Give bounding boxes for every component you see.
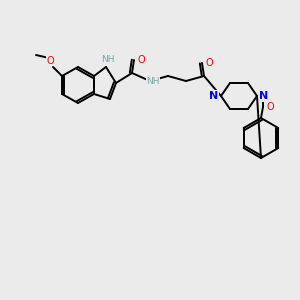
- Text: NH: NH: [146, 77, 160, 86]
- Text: O: O: [46, 56, 54, 66]
- Text: NH: NH: [101, 56, 115, 64]
- Text: O: O: [205, 58, 213, 68]
- Text: O: O: [266, 102, 274, 112]
- Text: N: N: [209, 91, 219, 101]
- Text: O: O: [137, 55, 145, 65]
- Text: N: N: [260, 91, 268, 101]
